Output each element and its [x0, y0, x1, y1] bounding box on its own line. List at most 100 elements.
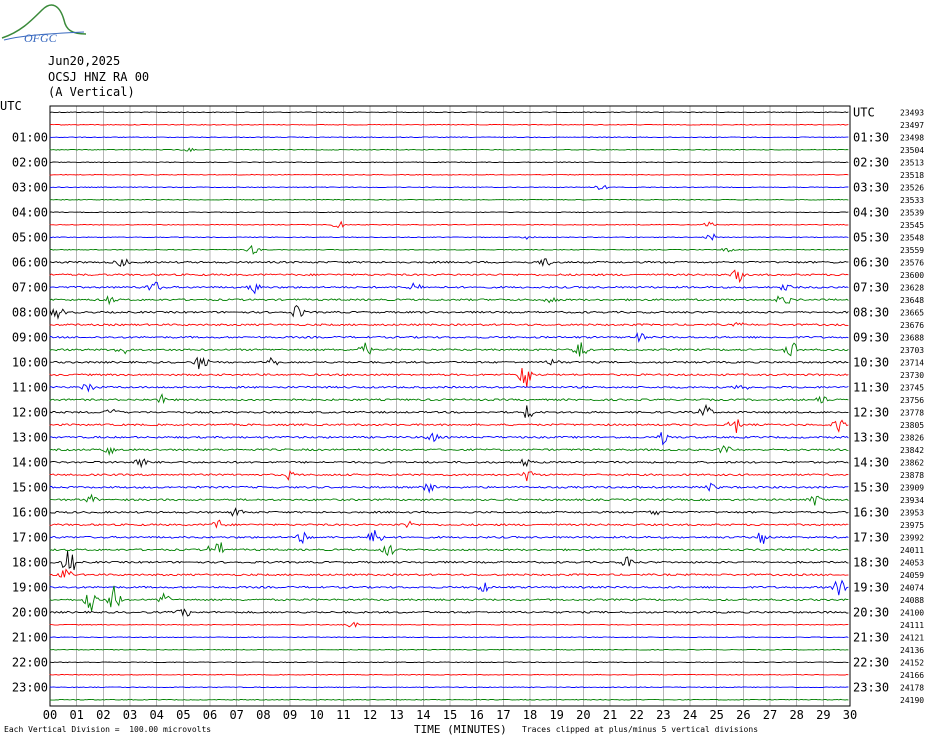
trace-row	[49, 673, 849, 676]
trace-row	[49, 493, 849, 506]
right-time-label: 13:30	[853, 430, 889, 444]
x-tick-label: 20	[576, 708, 590, 722]
trace-row	[49, 542, 849, 557]
right-count-label: 23559	[900, 246, 924, 255]
trace-row	[49, 519, 849, 529]
right-count-label: 23513	[900, 158, 924, 167]
trace-row	[49, 507, 849, 517]
right-time-label: 12:30	[853, 405, 889, 419]
right-time-label: 09:30	[853, 330, 889, 344]
x-tick-label: 03	[123, 708, 137, 722]
left-time-label: 02:00	[12, 155, 48, 169]
trace-row	[49, 482, 849, 494]
trace-row	[49, 579, 849, 596]
trace-row	[49, 269, 849, 284]
x-tick-label: 09	[283, 708, 297, 722]
trace-row	[49, 698, 849, 701]
x-tick-label: 04	[149, 708, 163, 722]
right-count-label: 23539	[900, 208, 924, 217]
trace-row	[49, 258, 849, 268]
right-count-label: 24100	[900, 608, 924, 617]
left-time-label: 01:00	[12, 130, 48, 144]
right-time-label: 06:30	[853, 255, 889, 269]
trace-row	[49, 332, 849, 343]
trace-row	[49, 686, 849, 689]
right-count-label: 24136	[900, 646, 924, 655]
right-time-label: 02:30	[853, 155, 889, 169]
trace-row	[49, 198, 849, 201]
left-time-label: 09:00	[12, 330, 48, 344]
trace-row	[49, 368, 849, 388]
right-count-label: 23756	[900, 396, 924, 405]
right-count-label: 24121	[900, 633, 924, 642]
trace-row	[49, 383, 849, 393]
right-count-label: 23533	[900, 196, 924, 205]
left-time-label: 20:00	[12, 605, 48, 619]
left-time-label: 03:00	[12, 180, 48, 194]
left-time-label: 14:00	[12, 455, 48, 469]
right-count-label: 23778	[900, 408, 924, 417]
trace-row	[49, 636, 849, 639]
right-count-label: 24111	[900, 621, 924, 630]
right-time-label: 17:30	[853, 530, 889, 544]
left-time-label: 21:00	[12, 630, 48, 644]
trace-row	[49, 458, 849, 469]
trace-row	[49, 136, 849, 139]
trace-row	[49, 648, 849, 651]
trace-row	[49, 295, 849, 306]
right-count-label: 23745	[900, 383, 924, 392]
trace-row	[49, 608, 849, 617]
trace-row	[49, 356, 849, 370]
trace-row	[49, 393, 849, 405]
x-tick-label: 16	[469, 708, 483, 722]
trace-row	[49, 342, 849, 357]
right-count-label: 23526	[900, 183, 924, 192]
plot-frame	[49, 105, 851, 707]
right-count-label: 23676	[900, 321, 924, 330]
trace-row	[49, 161, 849, 164]
left-time-label: 16:00	[12, 505, 48, 519]
trace-row	[49, 321, 849, 327]
x-tick-label: 00	[43, 708, 57, 722]
right-time-label: 07:30	[853, 280, 889, 294]
x-tick-label: 10	[309, 708, 323, 722]
right-count-label: 23498	[900, 133, 924, 142]
trace-row	[49, 111, 849, 114]
right-count-label: 23504	[900, 146, 924, 155]
right-count-label: 23862	[900, 458, 924, 467]
trace-row	[49, 220, 849, 229]
right-count-label: 23600	[900, 271, 924, 280]
x-tick-label: 01	[69, 708, 83, 722]
x-tick-label: 22	[629, 708, 643, 722]
x-axis-title: TIME (MINUTES)	[414, 723, 507, 736]
trace-row	[49, 432, 849, 446]
x-tick-label: 07	[229, 708, 243, 722]
right-count-label: 23497	[900, 121, 924, 130]
right-count-label: 24059	[900, 571, 924, 580]
trace-row	[49, 211, 849, 214]
right-count-label: 23545	[900, 221, 924, 230]
right-time-label: 10:30	[853, 355, 889, 369]
right-count-label: 23576	[900, 258, 924, 267]
left-time-label: 06:00	[12, 255, 48, 269]
x-tick-label: 26	[736, 708, 750, 722]
left-time-label: 19:00	[12, 580, 48, 594]
x-tick-label: 28	[789, 708, 803, 722]
x-tick-label: 23	[656, 708, 670, 722]
right-count-label: 23842	[900, 446, 924, 455]
trace-row	[49, 621, 849, 628]
right-time-label: 14:30	[853, 455, 889, 469]
left-time-label: 05:00	[12, 230, 48, 244]
x-tick-label: 13	[389, 708, 403, 722]
footer-clip-note: Traces clipped at plus/minus 5 vertical …	[522, 725, 759, 734]
right-count-label: 23730	[900, 371, 924, 380]
right-count-label: 23665	[900, 308, 924, 317]
right-time-label: 20:30	[853, 605, 889, 619]
trace-row	[49, 568, 849, 578]
x-tick-label: 25	[709, 708, 723, 722]
left-time-label: 11:00	[12, 380, 48, 394]
right-time-label: 04:30	[853, 205, 889, 219]
right-count-label: 23548	[900, 233, 924, 242]
ofgc-logo: OFGC	[1, 4, 87, 45]
